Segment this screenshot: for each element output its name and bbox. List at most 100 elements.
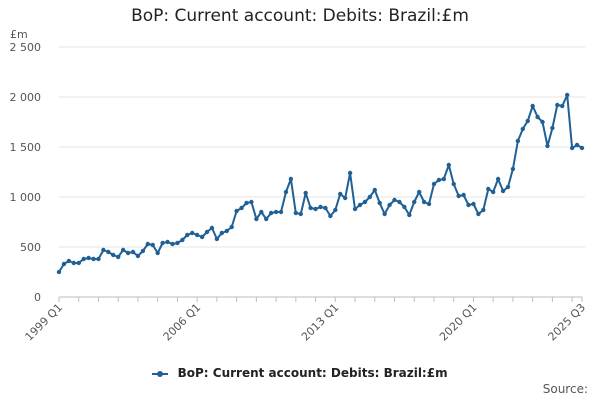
data-point [574, 142, 580, 148]
data-point [209, 225, 215, 231]
data-point [268, 210, 274, 216]
data-point [120, 247, 126, 253]
y-tick-label: 500 [20, 241, 41, 254]
data-point [490, 189, 496, 195]
data-point [214, 236, 220, 242]
data-point [61, 261, 67, 267]
data-point [86, 255, 91, 261]
data-point [135, 253, 141, 259]
data-point [204, 229, 210, 235]
data-point [283, 189, 289, 195]
data-point [91, 256, 96, 262]
data-point [249, 199, 254, 205]
data-point [338, 191, 343, 197]
data-point [540, 119, 545, 125]
data-point [569, 145, 575, 151]
gridlines [59, 46, 585, 248]
data-point [342, 195, 348, 201]
data-point [150, 242, 155, 248]
data-point [402, 204, 407, 210]
data-point [219, 230, 225, 236]
y-tick-label: 2 500 [10, 41, 42, 54]
data-point [436, 177, 442, 183]
data-point [382, 211, 387, 217]
data-point [111, 252, 116, 258]
source-label: Source: [542, 382, 588, 396]
data-point [451, 181, 456, 187]
x-tick-label: 2006 Q1 [161, 301, 204, 344]
legend: BoP: Current account: Debits: Brazil:£m [0, 366, 600, 380]
y-axis-unit: £m [10, 28, 28, 41]
data-point [56, 269, 62, 275]
data-point [441, 176, 447, 182]
data-point [486, 186, 491, 192]
x-axis [58, 296, 583, 302]
data-point [96, 256, 101, 262]
data-point [66, 258, 72, 264]
data-point [550, 125, 555, 131]
data-point [505, 184, 511, 190]
data-point [76, 260, 81, 266]
data-point [328, 213, 333, 219]
data-point [298, 211, 303, 217]
data-point [273, 209, 279, 215]
data-point [362, 199, 368, 205]
data-point [372, 187, 377, 193]
data-point [185, 232, 190, 238]
chart-title: BoP: Current account: Debits: Brazil:£m [131, 6, 469, 26]
data-point [545, 143, 550, 149]
x-tick-label: 2020 Q1 [437, 301, 480, 344]
data-point [387, 202, 392, 208]
series-layer [56, 92, 585, 275]
data-point [229, 224, 234, 230]
y-tick-label: 2 000 [10, 91, 42, 104]
data-point [293, 210, 299, 216]
y-tick-label: 1 000 [10, 191, 42, 204]
data-point [116, 254, 121, 260]
data-point [81, 256, 86, 262]
data-point [392, 197, 397, 203]
data-point [431, 181, 437, 187]
data-point [560, 103, 565, 109]
data-point [130, 249, 136, 255]
data-point [407, 212, 412, 218]
data-point [579, 145, 585, 151]
data-point [160, 240, 165, 246]
data-point [530, 103, 535, 109]
data-point [510, 166, 516, 172]
data-point [525, 118, 530, 124]
data-point [165, 239, 170, 245]
data-point [555, 102, 560, 108]
data-point [71, 260, 77, 266]
legend-label: BoP: Current account: Debits: Brazil:£m [177, 366, 448, 380]
data-point [175, 240, 180, 246]
data-point [481, 207, 486, 213]
data-point [180, 237, 185, 243]
data-point [155, 250, 160, 256]
legend-swatch [152, 370, 169, 377]
data-point [495, 176, 501, 182]
data-point [367, 194, 373, 200]
data-point [106, 249, 111, 255]
data-point [199, 234, 205, 240]
data-point [264, 216, 269, 222]
data-point [194, 232, 200, 238]
data-point [471, 201, 476, 207]
data-point [259, 209, 264, 215]
data-point [377, 200, 382, 206]
data-point [101, 247, 106, 253]
data-point [520, 126, 525, 132]
data-point [412, 199, 417, 205]
data-point [239, 205, 244, 211]
data-point [244, 200, 249, 206]
y-axis-labels: 0 500 1 000 1 500 2 000 2 500 [10, 41, 42, 304]
data-point [190, 230, 195, 236]
data-point [535, 114, 540, 120]
data-point [254, 216, 259, 222]
x-tick-label: 2013 Q1 [299, 301, 342, 344]
data-point [224, 228, 229, 234]
data-point [500, 188, 506, 194]
data-point [313, 206, 318, 212]
data-point [564, 92, 570, 98]
